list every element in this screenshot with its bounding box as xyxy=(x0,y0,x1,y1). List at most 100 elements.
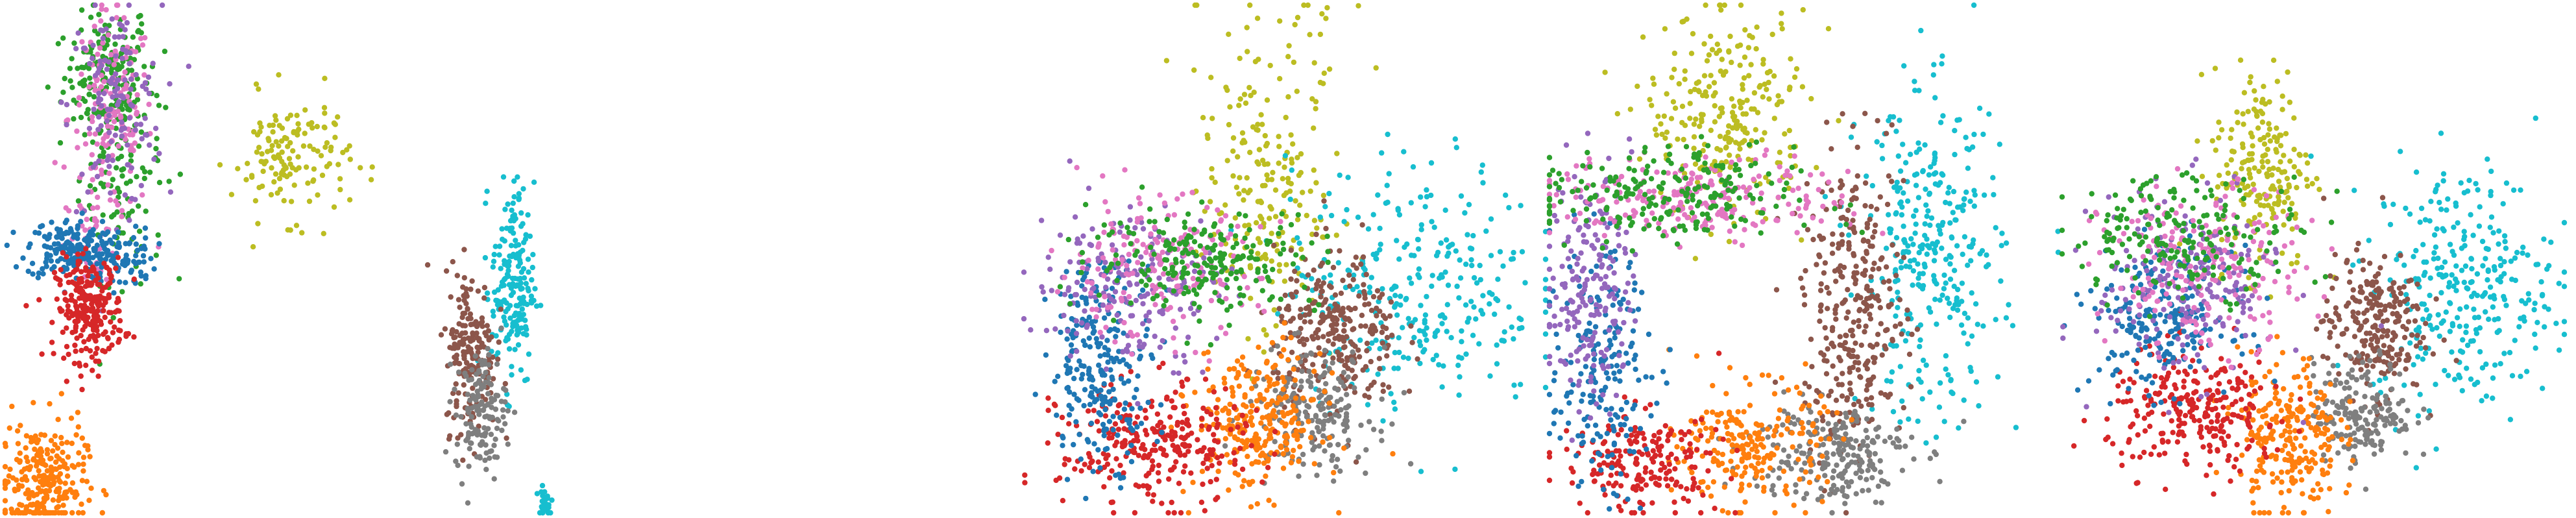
scatter-point xyxy=(1278,225,1283,230)
scatter-point xyxy=(513,238,518,243)
scatter-point xyxy=(1899,398,1905,404)
scatter-point xyxy=(1286,43,1292,49)
scatter-point xyxy=(1300,395,1306,401)
scatter-point xyxy=(1998,278,2004,284)
scatter-point xyxy=(1280,176,1286,182)
scatter-point xyxy=(512,347,518,352)
scatter-point xyxy=(1864,173,1869,179)
scatter-point xyxy=(101,487,107,494)
scatter-point xyxy=(518,269,525,275)
scatter-point xyxy=(1294,88,1300,94)
scatter-point xyxy=(1113,334,1119,339)
scatter-point xyxy=(73,45,79,52)
scatter-point xyxy=(463,366,468,372)
scatter-point xyxy=(509,275,516,282)
scatter-point xyxy=(64,298,70,304)
scatter-point xyxy=(106,292,112,298)
scatter-point xyxy=(72,312,78,317)
scatter-point xyxy=(1436,362,1442,368)
scatter-point xyxy=(1391,399,1397,405)
scatter-point xyxy=(1347,318,1353,324)
scatter-point xyxy=(468,376,474,382)
scatter-point xyxy=(1386,384,1392,390)
scatter-point xyxy=(1363,447,1369,453)
scatter-point xyxy=(1374,313,1379,319)
scatter-point xyxy=(295,154,301,160)
scatter-point xyxy=(1135,373,1141,379)
scatter-point xyxy=(1800,6,1806,13)
scatter-point xyxy=(1072,466,1078,472)
scatter-point xyxy=(1480,180,1486,186)
scatter-point xyxy=(1127,282,1133,288)
scatter-point xyxy=(1933,170,1939,176)
scatter-point xyxy=(546,502,552,508)
scatter-point xyxy=(1392,293,1398,299)
scatter-point xyxy=(2013,425,2019,430)
scatter-point xyxy=(500,414,506,420)
scatter-point xyxy=(104,123,110,129)
scatter-point xyxy=(1104,446,1110,452)
scatter-point xyxy=(55,504,62,510)
scatter-point xyxy=(62,489,68,495)
scatter-point xyxy=(120,34,126,40)
scatter-point xyxy=(1158,262,1163,267)
scatter-point xyxy=(1253,278,1259,284)
scatter-point xyxy=(1226,31,1232,37)
scatter-point xyxy=(75,145,80,151)
scatter-point xyxy=(2010,323,2016,328)
scatter-point xyxy=(1886,212,1891,217)
scatter-point xyxy=(1282,278,1288,284)
scatter-point xyxy=(154,93,160,99)
scatter-point xyxy=(487,455,492,461)
scatter-point xyxy=(1334,456,1341,462)
scatter-point xyxy=(1699,93,1706,99)
scatter-point xyxy=(1128,443,1134,449)
scatter-point xyxy=(117,317,123,324)
scatter-point xyxy=(1248,443,1254,449)
scatter-point xyxy=(1179,259,1185,265)
scatter-point xyxy=(1049,247,1054,254)
scatter-point xyxy=(322,125,328,130)
scatter-point xyxy=(43,487,49,494)
scatter-point xyxy=(1945,190,1951,196)
scatter-point xyxy=(156,180,163,186)
scatter-point xyxy=(1712,103,1718,109)
scatter-point xyxy=(534,491,541,497)
scatter-point xyxy=(1137,353,1144,360)
scatter-point xyxy=(1939,171,1945,177)
scatter-point xyxy=(1769,31,1775,38)
scatter-point xyxy=(1195,437,1200,443)
scatter-point xyxy=(64,325,69,331)
scatter-point xyxy=(1902,160,1909,166)
scatter-point xyxy=(1729,59,1734,66)
scatter-point xyxy=(1391,284,1397,291)
scatter-point xyxy=(1102,293,1108,300)
scatter-point xyxy=(94,141,100,147)
scatter-point xyxy=(1173,325,1179,331)
scatter-point xyxy=(480,362,485,367)
scatter-point xyxy=(485,380,492,386)
scatter-point xyxy=(1119,256,1125,263)
scatter-point xyxy=(1732,140,1739,145)
scatter-point xyxy=(1259,415,1265,421)
scatter-point xyxy=(1147,219,1152,225)
scatter-point xyxy=(117,279,123,285)
scatter-point xyxy=(136,143,142,149)
scatter-point xyxy=(478,358,483,364)
scatter-point xyxy=(1923,202,1929,208)
scatter-point xyxy=(346,143,352,149)
scatter-point xyxy=(106,345,112,351)
scatter-point xyxy=(60,35,66,41)
scatter-point xyxy=(1671,50,1677,56)
scatter-point xyxy=(1895,290,1901,295)
scatter-point xyxy=(1232,233,1239,239)
scatter-point xyxy=(1932,297,1938,302)
scatter-point xyxy=(1289,156,1294,162)
scatter-point xyxy=(453,412,459,418)
scatter-point xyxy=(1248,93,1254,99)
scatter-point xyxy=(505,408,511,414)
scatter-point xyxy=(66,351,71,358)
scatter-point xyxy=(1330,355,1336,361)
scatter-point xyxy=(36,297,42,302)
scatter-point xyxy=(79,291,85,297)
